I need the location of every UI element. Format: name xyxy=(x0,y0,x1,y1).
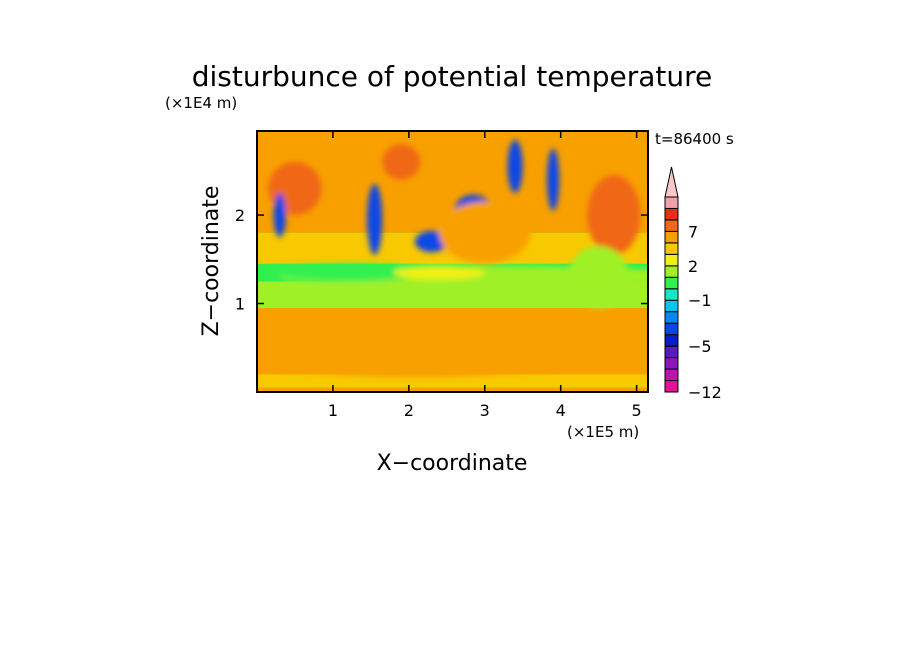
y-tick-label: 2 xyxy=(235,206,245,225)
colorbar-segment xyxy=(664,334,679,347)
colorbar-segment xyxy=(664,288,679,301)
x-axis-label: X−coordinate xyxy=(377,451,528,476)
contour-feature xyxy=(257,327,592,377)
plot-area xyxy=(256,130,649,393)
colorbar: −12−5−127 xyxy=(664,166,722,402)
contour-feature xyxy=(547,148,560,211)
y-tick-label: 1 xyxy=(235,295,245,314)
colorbar-segment xyxy=(664,276,679,290)
contour-feature xyxy=(507,139,523,193)
x-tick-label: 2 xyxy=(404,401,414,420)
contour-feature xyxy=(568,246,630,308)
x-tick-label: 3 xyxy=(480,401,490,420)
colorbar-label: −5 xyxy=(688,337,712,356)
colorbar-label: −1 xyxy=(688,291,712,310)
x-unit-label: (×1E5 m) xyxy=(567,423,639,441)
contour-features xyxy=(257,139,648,377)
contour-feature xyxy=(587,175,641,255)
colorbar-segment xyxy=(664,207,679,221)
colorbar-segment xyxy=(664,299,679,313)
time-annotation: t=86400 s xyxy=(655,130,734,148)
x-axis-ticks: 1 2 3 4 5 xyxy=(328,131,642,420)
y-axis-label: Z−coordinate xyxy=(199,186,224,337)
colorbar-segment xyxy=(664,345,679,359)
y-unit-label: (×1E4 m) xyxy=(165,94,237,112)
contour-feature xyxy=(272,263,425,282)
colorbar-extend-arrow xyxy=(664,166,679,198)
colorbar-segment xyxy=(664,196,679,209)
contour-feature xyxy=(273,192,286,238)
plot-frame xyxy=(256,130,649,393)
x-tick-label: 1 xyxy=(328,401,338,420)
colorbar-label: 7 xyxy=(688,222,698,241)
contour-feature xyxy=(393,265,485,280)
colorbar-label: −12 xyxy=(688,383,722,402)
contour-feature xyxy=(439,201,531,264)
contour-band xyxy=(257,374,648,388)
contour-feature xyxy=(382,144,421,180)
x-tick-label: 5 xyxy=(632,401,642,420)
colorbar-segment xyxy=(664,265,679,278)
colorbar-segment xyxy=(664,242,679,255)
chart-title: disturbunce of potential temperature xyxy=(192,60,713,93)
y-axis-ticks: 12 xyxy=(235,206,648,314)
x-tick-label: 4 xyxy=(556,401,566,420)
colorbar-segment xyxy=(664,357,679,370)
colorbar-segment xyxy=(664,253,679,267)
colorbar-segment xyxy=(664,368,679,382)
colorbar-segment xyxy=(664,230,679,244)
colorbar-segment xyxy=(664,380,679,393)
colorbar-label: 2 xyxy=(688,257,698,276)
colorbar-segment xyxy=(664,311,679,324)
colorbar-segment xyxy=(664,322,679,336)
colorbar-segment xyxy=(664,219,679,232)
contour-feature xyxy=(367,184,383,255)
